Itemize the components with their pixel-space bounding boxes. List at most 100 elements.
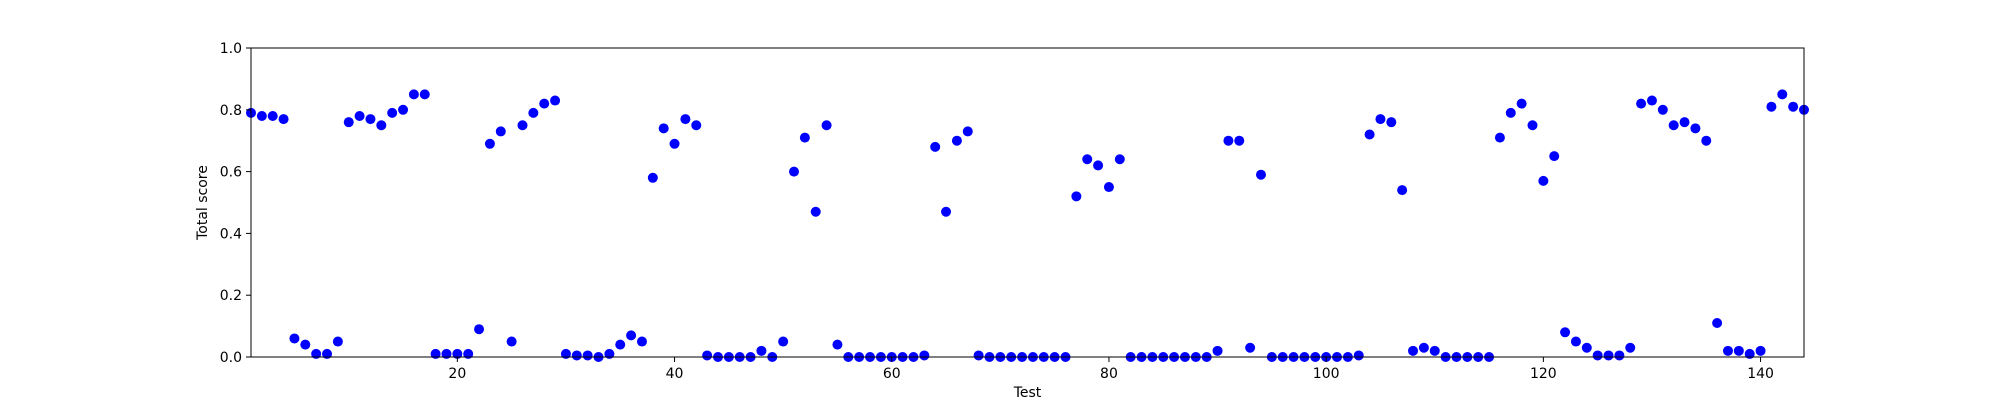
data-point [1690, 123, 1701, 134]
data-point [1614, 350, 1625, 361]
data-point [387, 107, 398, 118]
data-point [506, 336, 517, 347]
x-tick-label: 40 [666, 366, 684, 382]
data-point [778, 336, 789, 347]
data-point [1418, 342, 1429, 353]
data-point [430, 348, 441, 359]
data-point [1234, 135, 1245, 146]
data-point [322, 348, 333, 359]
data-point [604, 348, 615, 359]
data-point [1668, 120, 1679, 131]
data-point [1722, 345, 1733, 356]
data-point [354, 110, 365, 121]
data-point [1538, 175, 1549, 186]
data-point [1625, 342, 1636, 353]
y-tick-label: 0.8 [220, 103, 242, 119]
data-point [1386, 117, 1397, 128]
data-point [528, 107, 539, 118]
x-tick-label: 20 [448, 366, 466, 382]
data-point [582, 350, 593, 361]
y-tick-label: 0.2 [220, 288, 242, 304]
data-point [1429, 345, 1440, 356]
data-point [962, 126, 973, 137]
data-point [941, 206, 952, 217]
data-point [1505, 107, 1516, 118]
data-point [1103, 182, 1114, 193]
data-point [1245, 342, 1256, 353]
x-tick-label: 80 [1100, 366, 1118, 382]
data-point [951, 135, 962, 146]
data-point [1093, 160, 1104, 171]
x-axis: 20 40 60 80 100 120 140 [448, 357, 1774, 382]
data-point [1212, 345, 1223, 356]
data-point [1516, 98, 1527, 109]
data-point [419, 89, 430, 100]
data-point [1766, 101, 1777, 112]
data-point [930, 141, 941, 152]
y-axis: 0.0 0.2 0.4 0.6 0.8 1.0 [220, 41, 251, 366]
data-point [669, 138, 680, 149]
data-points [246, 89, 1809, 362]
data-point [1777, 89, 1788, 100]
data-point [441, 348, 452, 359]
data-point [1560, 327, 1571, 338]
data-point [1603, 350, 1614, 361]
data-point [810, 206, 821, 217]
x-tick-label: 140 [1747, 366, 1774, 382]
data-point [1712, 318, 1723, 329]
y-tick-label: 1.0 [220, 41, 242, 57]
data-point [1581, 342, 1592, 353]
data-point [1788, 101, 1799, 112]
y-axis-label: Total score [195, 165, 211, 241]
data-point [560, 348, 571, 359]
data-point [799, 132, 810, 143]
data-point [463, 348, 474, 359]
x-tick-label: 120 [1530, 366, 1557, 382]
data-point [1353, 350, 1364, 361]
data-point [365, 114, 376, 125]
data-point [311, 348, 322, 359]
data-point [1527, 120, 1538, 131]
data-point [484, 138, 495, 149]
data-point [376, 120, 387, 131]
data-point [267, 110, 278, 121]
data-point [408, 89, 419, 100]
data-point [343, 117, 354, 128]
data-point [680, 114, 691, 125]
data-point [1701, 135, 1712, 146]
data-point [256, 110, 267, 121]
data-point [1755, 345, 1766, 356]
data-point [1494, 132, 1505, 143]
data-point [832, 339, 843, 350]
data-point [550, 95, 561, 106]
data-point [278, 114, 289, 125]
data-point [1397, 185, 1408, 196]
data-point [691, 120, 702, 131]
data-point [658, 123, 669, 134]
y-tick-label: 0.0 [220, 350, 242, 366]
data-point [647, 172, 658, 183]
data-point [615, 339, 626, 350]
data-point [517, 120, 528, 131]
data-point [626, 330, 637, 341]
data-point [1679, 117, 1690, 128]
data-point [821, 120, 832, 131]
data-point [474, 324, 485, 335]
data-point [1549, 151, 1560, 162]
data-point [1255, 169, 1266, 180]
data-point [1657, 104, 1668, 115]
data-point [973, 350, 984, 361]
x-tick-label: 60 [883, 366, 901, 382]
data-point [571, 350, 582, 361]
data-point [1071, 191, 1082, 202]
data-point [1375, 114, 1386, 125]
data-point [289, 333, 300, 344]
data-point [332, 336, 343, 347]
data-point [1646, 95, 1657, 106]
x-tick-label: 100 [1313, 366, 1340, 382]
y-tick-label: 0.6 [220, 165, 242, 181]
data-point [495, 126, 506, 137]
data-point [1114, 154, 1125, 165]
data-point [1570, 336, 1581, 347]
data-point [1744, 348, 1755, 359]
